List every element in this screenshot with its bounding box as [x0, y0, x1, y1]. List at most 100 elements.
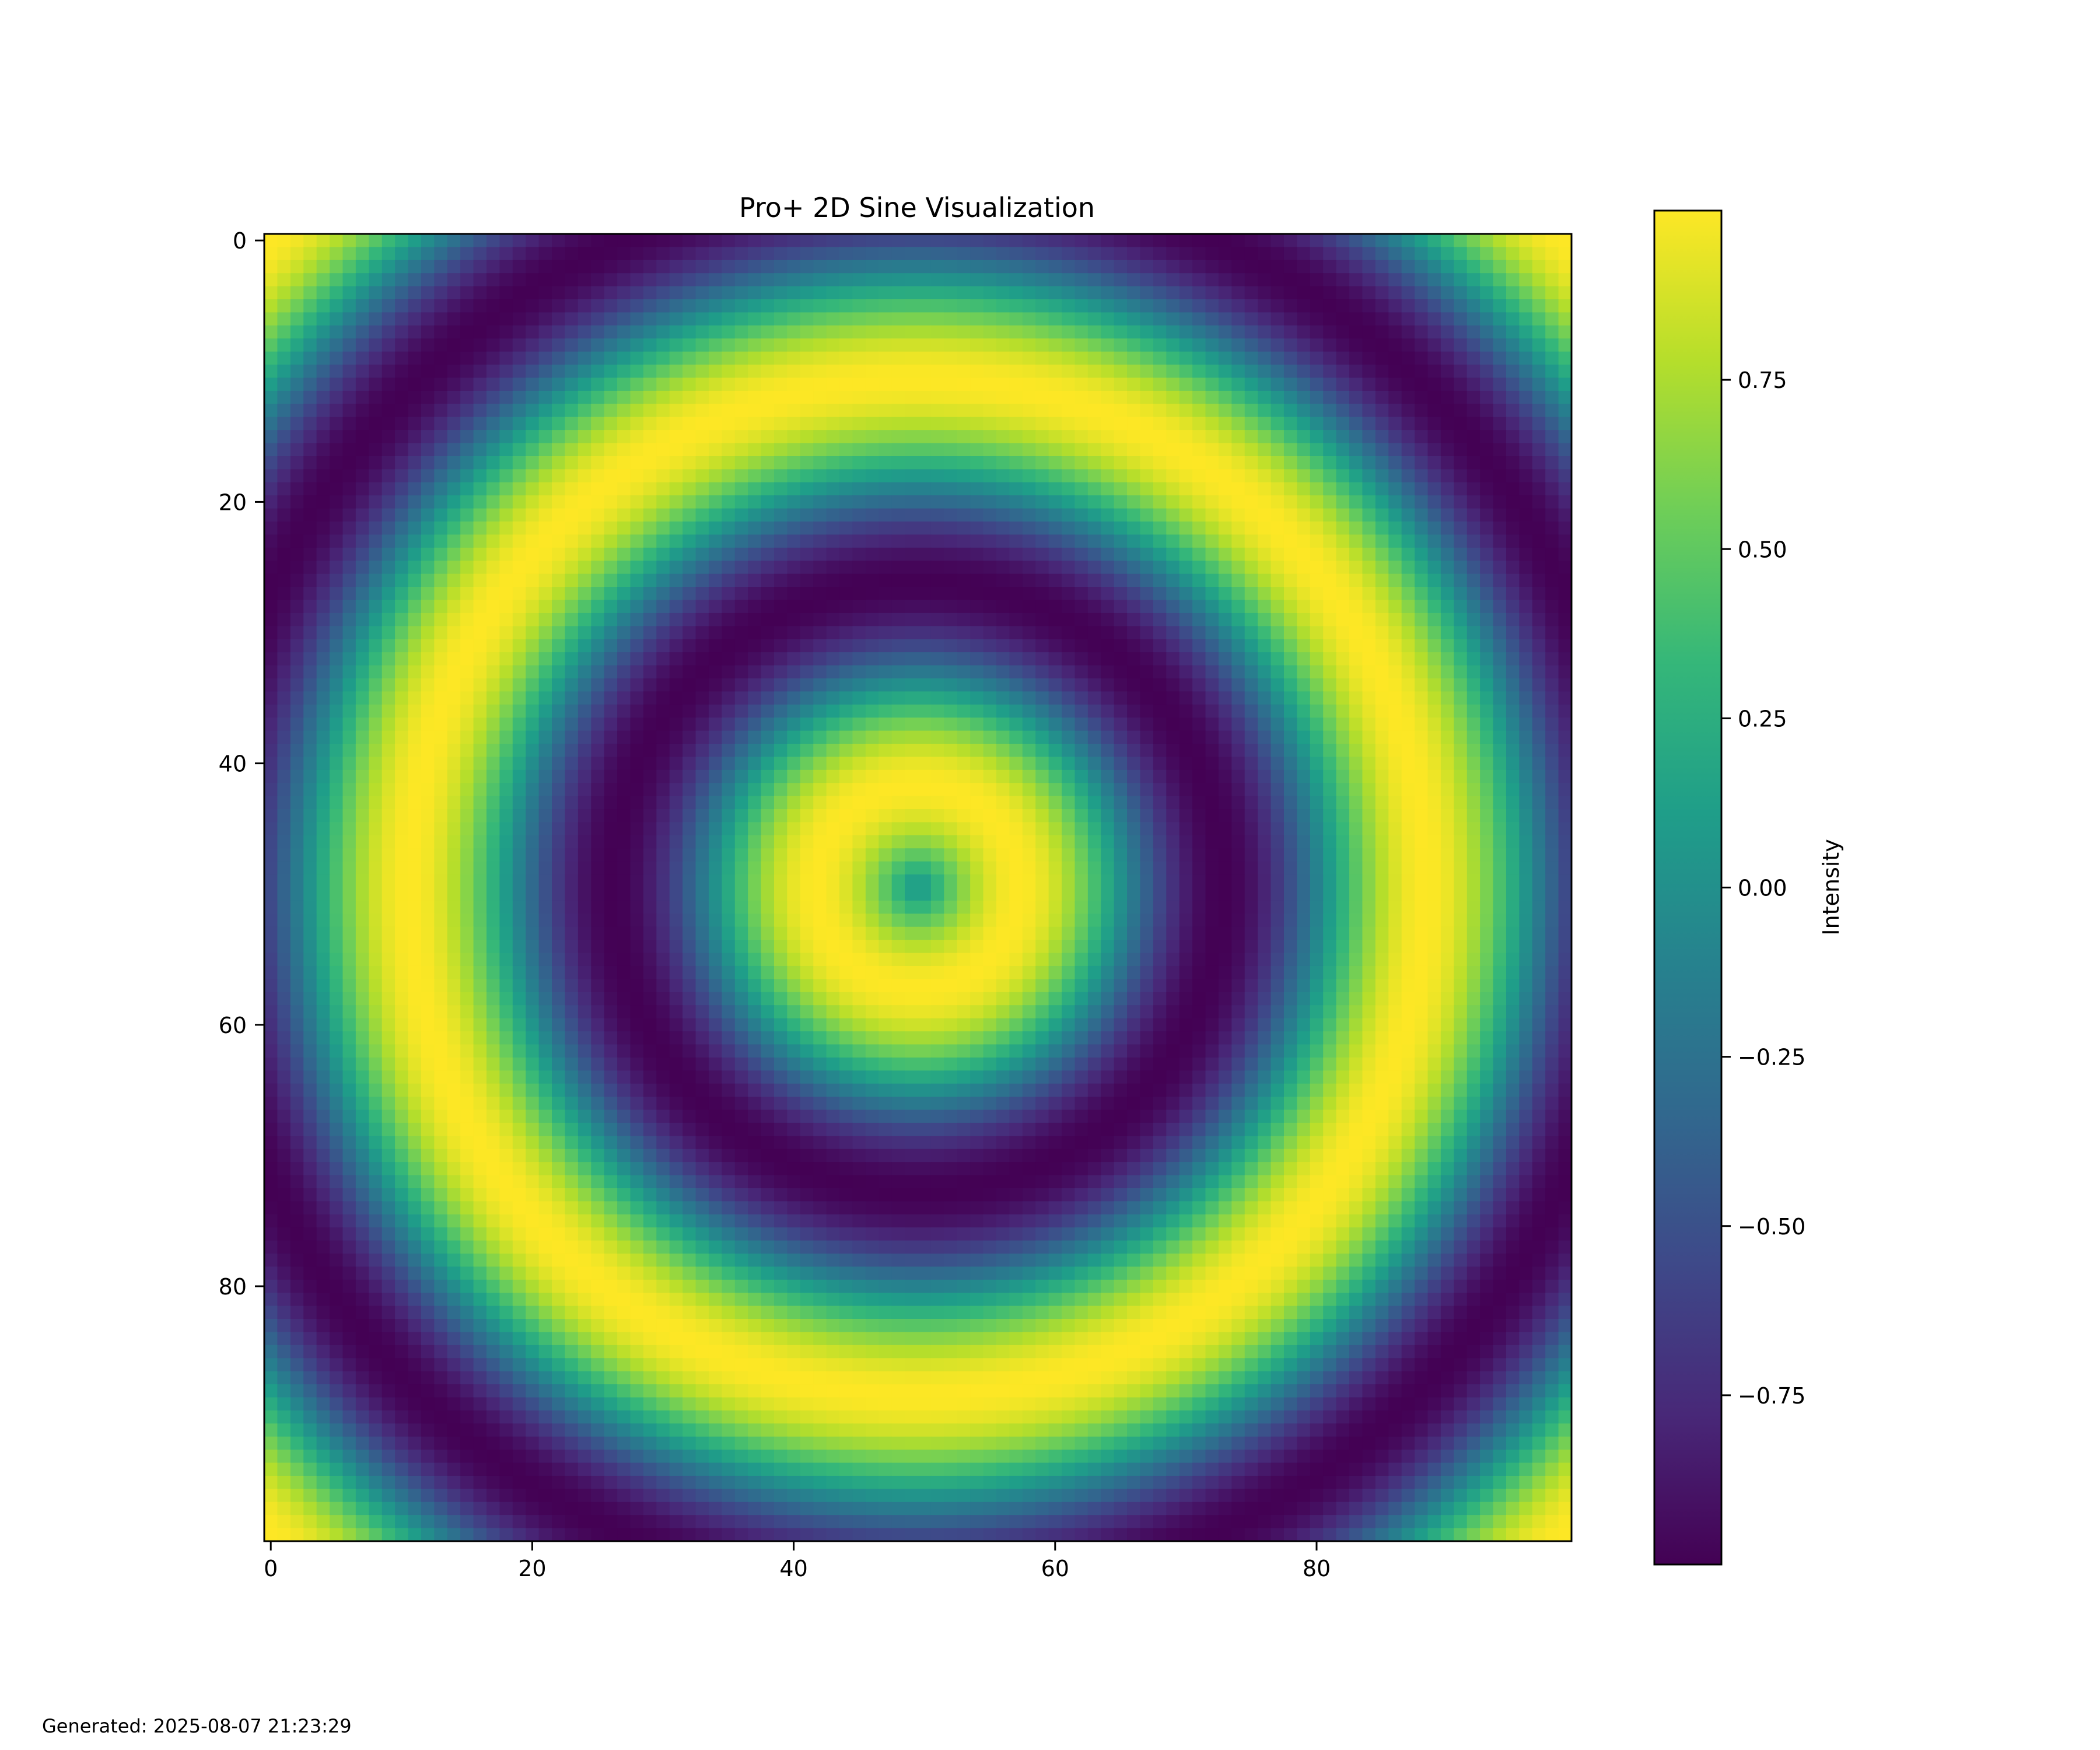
- heatmap-cell: [1519, 495, 1533, 509]
- heatmap-cell: [499, 325, 513, 339]
- heatmap-cell: [1192, 286, 1206, 300]
- heatmap-cell: [591, 612, 605, 626]
- heatmap-cell: [1258, 325, 1272, 339]
- heatmap-cell: [408, 273, 422, 287]
- heatmap-cell: [1022, 796, 1036, 810]
- heatmap-cell: [355, 730, 369, 744]
- heatmap-cell: [1153, 456, 1167, 470]
- heatmap-cell: [290, 809, 304, 823]
- heatmap-cell: [1323, 769, 1337, 783]
- heatmap-cell: [408, 730, 422, 744]
- heatmap-cell: [591, 390, 605, 404]
- heatmap-cell: [316, 443, 330, 457]
- heatmap-cell: [1218, 273, 1232, 287]
- heatmap-cell: [983, 247, 997, 261]
- heatmap-cell: [1258, 665, 1272, 679]
- heatmap-cell: [905, 639, 919, 653]
- heatmap-cell: [891, 612, 905, 626]
- heatmap-cell: [695, 312, 709, 326]
- heatmap-cell: [565, 338, 579, 352]
- heatmap-cell: [382, 573, 396, 587]
- heatmap-cell: [382, 495, 396, 509]
- heatmap-cell: [1074, 861, 1088, 875]
- heatmap-cell: [1558, 718, 1572, 732]
- heatmap-cell: [1466, 534, 1480, 548]
- heatmap-cell: [1454, 430, 1468, 444]
- heatmap-cell: [1480, 678, 1494, 692]
- heatmap-cell: [591, 730, 605, 744]
- heatmap-cell: [865, 561, 879, 575]
- heatmap-cell: [669, 822, 683, 836]
- heatmap-cell: [1297, 626, 1311, 640]
- heatmap-cell: [1218, 325, 1232, 339]
- heatmap-cell: [695, 848, 709, 862]
- heatmap-cell: [1519, 351, 1533, 365]
- heatmap-cell: [1532, 495, 1546, 509]
- heatmap-cell: [1310, 796, 1324, 810]
- heatmap-cell: [1009, 783, 1023, 797]
- heatmap-cell: [303, 783, 317, 797]
- heatmap-cell: [813, 534, 827, 548]
- heatmap-cell: [813, 286, 827, 300]
- heatmap-cell: [852, 443, 866, 457]
- heatmap-cell: [1493, 338, 1507, 352]
- heatmap-cell: [682, 377, 696, 391]
- heatmap-cell: [813, 325, 827, 339]
- heatmap-cell: [682, 587, 696, 601]
- heatmap-cell: [303, 652, 317, 666]
- heatmap-cell: [1466, 600, 1480, 614]
- heatmap-cell: [930, 691, 944, 705]
- heatmap-cell: [1519, 757, 1533, 771]
- heatmap-cell: [1310, 273, 1324, 287]
- heatmap-cell: [1297, 612, 1311, 626]
- heatmap-cell: [1415, 508, 1429, 522]
- heatmap-cell: [944, 665, 958, 679]
- heatmap-cell: [708, 404, 722, 418]
- heatmap-cell: [1323, 508, 1337, 522]
- heatmap-cell: [1493, 848, 1507, 862]
- heatmap-cell: [421, 273, 435, 287]
- heatmap-cell: [1192, 704, 1206, 718]
- heatmap-cell: [1048, 260, 1062, 274]
- heatmap-cell: [682, 351, 696, 365]
- heatmap-cell: [1022, 573, 1036, 587]
- heatmap-cell: [1009, 260, 1023, 274]
- heatmap-cell: [303, 861, 317, 875]
- heatmap-cell: [447, 495, 461, 509]
- heatmap-cell: [1218, 469, 1232, 483]
- heatmap-cell: [1401, 757, 1415, 771]
- heatmap-cell: [1140, 365, 1154, 379]
- heatmap-cell: [839, 325, 853, 339]
- heatmap-cell: [1466, 783, 1480, 797]
- heatmap-cell: [722, 796, 736, 810]
- heatmap-cell: [264, 600, 278, 614]
- heatmap-cell: [1532, 260, 1546, 274]
- heatmap-cell: [1401, 260, 1415, 274]
- heatmap-cell: [1074, 482, 1088, 496]
- heatmap-cell: [264, 861, 278, 875]
- heatmap-cell: [447, 626, 461, 640]
- heatmap-cell: [1323, 377, 1337, 391]
- heatmap-cell: [1283, 587, 1297, 601]
- heatmap-cell: [330, 757, 344, 771]
- heatmap-cell: [330, 587, 344, 601]
- heatmap-cell: [1493, 561, 1507, 575]
- heatmap-cell: [957, 234, 971, 248]
- heatmap-cell: [878, 247, 892, 261]
- heatmap-cell: [774, 757, 788, 771]
- heatmap-cell: [303, 377, 317, 391]
- heatmap-cell: [1205, 783, 1219, 797]
- heatmap-cell: [1153, 612, 1167, 626]
- heatmap-cell: [342, 482, 356, 496]
- heatmap-cell: [1231, 691, 1245, 705]
- heatmap-cell: [1166, 390, 1180, 404]
- heatmap-cell: [369, 665, 383, 679]
- heatmap-cell: [918, 495, 932, 509]
- heatmap-cell: [1440, 743, 1454, 757]
- heatmap-cell: [264, 338, 278, 352]
- heatmap-cell: [669, 260, 683, 274]
- heatmap-cell: [1519, 678, 1533, 692]
- heatmap-cell: [1362, 652, 1376, 666]
- heatmap-cell: [774, 325, 788, 339]
- heatmap-cell: [1048, 312, 1062, 326]
